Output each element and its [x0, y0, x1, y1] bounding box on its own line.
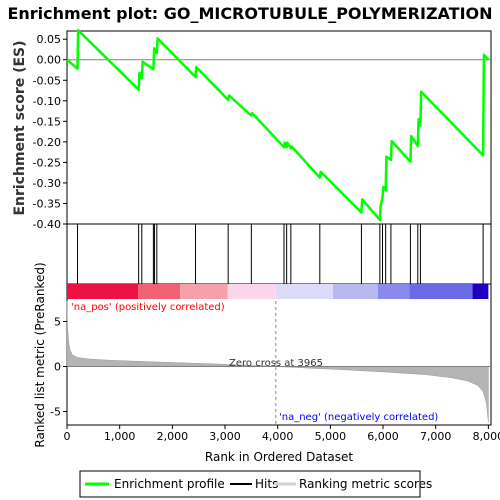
es-y-tick-label: -0.35: [33, 197, 61, 210]
x-tick-label: 8,000: [473, 430, 500, 443]
enrichment-panel-frame: [66, 30, 492, 225]
color-bar-segment: [472, 284, 489, 299]
legend-ranking-label: Ranking metric scores: [299, 477, 432, 491]
color-bar-segment: [377, 284, 410, 299]
x-tick-label: 3,000: [209, 430, 241, 443]
color-bar-segment: [180, 284, 228, 299]
es-y-axis-label: Enrichment score (ES): [12, 40, 28, 215]
x-tick-label: 6,000: [367, 430, 399, 443]
metric-y-tick-label: 5: [54, 316, 61, 329]
color-bar-segment: [227, 284, 276, 299]
chart-title: Enrichment plot: GO_MICROTUBULE_POLYMERI…: [7, 4, 492, 23]
ranked-color-bar: [67, 284, 489, 299]
enrichment-profile-line: [66, 28, 490, 222]
metric-panel-frame: [66, 283, 492, 426]
color-bar-segment: [275, 284, 333, 299]
x-tick-label: 1,000: [104, 430, 136, 443]
zero-cross-label: Zero cross at 3965: [229, 358, 323, 369]
es-y-tick-label: 0.00: [37, 54, 62, 67]
ranked-metric-plot: 50-50 1,000 2,000 3,000 4,000 5,000 6,000 7,000…: [50, 300, 500, 443]
es-y-tick-label: 0.05: [37, 33, 62, 46]
x-tick-label: 2,000: [157, 430, 189, 443]
es-y-tick-label: -0.20: [33, 136, 61, 149]
es-y-tick-label: -0.15: [33, 115, 61, 128]
es-y-tick-label: -0.10: [33, 95, 61, 108]
hits-panel-frame: [66, 223, 492, 285]
x-tick-label: 4,000: [262, 430, 294, 443]
negative-correlation-label: 'na_neg' (negatively correlated): [279, 412, 438, 423]
color-bar-segment: [138, 284, 181, 299]
x-tick-label: 5,000: [315, 430, 347, 443]
es-y-tick-label: -0.05: [33, 74, 61, 87]
metric-y-tick-label: -5: [50, 406, 61, 419]
legend-hits-label: Hits: [255, 477, 278, 491]
es-y-tick-label: -0.30: [33, 177, 61, 190]
x-tick-label: 0: [64, 430, 71, 443]
metric-y-axis-label: Ranked list metric (PreRanked): [33, 262, 47, 447]
es-y-tick-label: -0.40: [33, 218, 61, 231]
es-y-tick-label: -0.25: [33, 156, 61, 169]
color-bar-segment: [332, 284, 378, 299]
hits-plot: [77, 224, 484, 284]
metric-y-tick-label: 0: [54, 361, 61, 374]
x-axis-label: Rank in Ordered Dataset: [205, 450, 353, 464]
legend-enrichment-label: Enrichment profile: [114, 477, 225, 491]
x-tick-label: 7,000: [420, 430, 452, 443]
positive-correlation-label: 'na_pos' (positively correlated): [71, 302, 225, 313]
color-bar-segment: [409, 284, 473, 299]
color-bar-segment: [67, 284, 139, 299]
enrichment-plot: 0.05 0.00 -0.05 -0.10 -0.15 -0.20 -0.25 -0.30 -0…: [33, 28, 491, 231]
legend: Enrichment profile Hits Ranking metric s…: [79, 470, 432, 498]
